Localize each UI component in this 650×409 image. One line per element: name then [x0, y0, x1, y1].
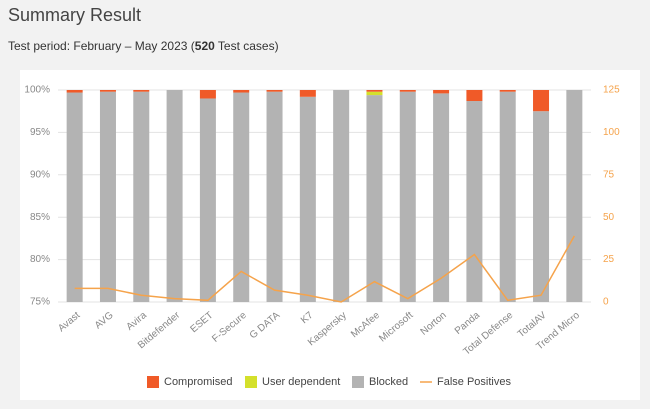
bar-segment [366, 91, 383, 96]
y-tick-label: 90% [30, 169, 50, 180]
bar-segment [466, 90, 483, 102]
bar-segment [66, 90, 83, 93]
line-series [74, 235, 575, 303]
bar-segment [433, 90, 450, 94]
bar-segment [199, 90, 216, 99]
y-tick-label: 75% [30, 297, 50, 308]
bar-segment [66, 92, 83, 302]
legend-label: Compromised [164, 376, 232, 388]
bar-segment [399, 91, 416, 302]
bar-segment [366, 95, 383, 302]
bar-segment [533, 90, 550, 112]
subtitle-text: Test period: February – May 2023 ( [8, 39, 195, 53]
subtitle-text: Test cases) [215, 39, 279, 53]
bar-segment [366, 90, 383, 92]
bar-segment [266, 90, 283, 92]
bar-segment [566, 90, 583, 302]
bar-segment [166, 90, 183, 302]
bar-segment [299, 96, 316, 302]
y-tick-label: 80% [30, 254, 50, 265]
y2-tick-label: 125 [603, 85, 620, 96]
bar-segment [299, 90, 316, 97]
bar-segment [199, 98, 216, 302]
bar-segment [233, 90, 250, 93]
bar-segment [499, 90, 516, 92]
y2-tick-label: 75 [603, 169, 615, 180]
bar-segment [399, 90, 416, 92]
chart-subtitle: Test period: February – May 2023 (520 Te… [8, 39, 279, 53]
bar-segment [133, 91, 150, 302]
legend-label: False Positives [437, 376, 511, 388]
bar-segment [499, 91, 516, 302]
bar-segment [266, 91, 283, 302]
subtitle-bold: 520 [195, 39, 215, 53]
bar-segment [99, 91, 116, 302]
bar-segment [433, 93, 450, 302]
y-tick-label: 100% [24, 85, 50, 96]
y2-tick-label: 50 [603, 212, 615, 223]
legend-swatch [352, 376, 364, 388]
y-tick-label: 85% [30, 212, 50, 223]
bar-segment [533, 111, 550, 302]
chart-title: Summary Result [8, 5, 141, 25]
y2-tick-label: 25 [603, 254, 615, 265]
bar-segment [466, 101, 483, 302]
bar-segment [333, 90, 350, 302]
bar-segment [133, 90, 150, 92]
legend-label: Blocked [369, 376, 408, 388]
legend-label: User dependent [262, 376, 340, 388]
legend-swatch [245, 376, 257, 388]
y2-tick-label: 100 [603, 127, 620, 138]
y2-tick-label: 0 [603, 297, 609, 308]
legend-swatch [147, 376, 159, 388]
bar-segment [99, 90, 116, 92]
y-tick-label: 95% [30, 127, 50, 138]
bar-segment [233, 92, 250, 302]
